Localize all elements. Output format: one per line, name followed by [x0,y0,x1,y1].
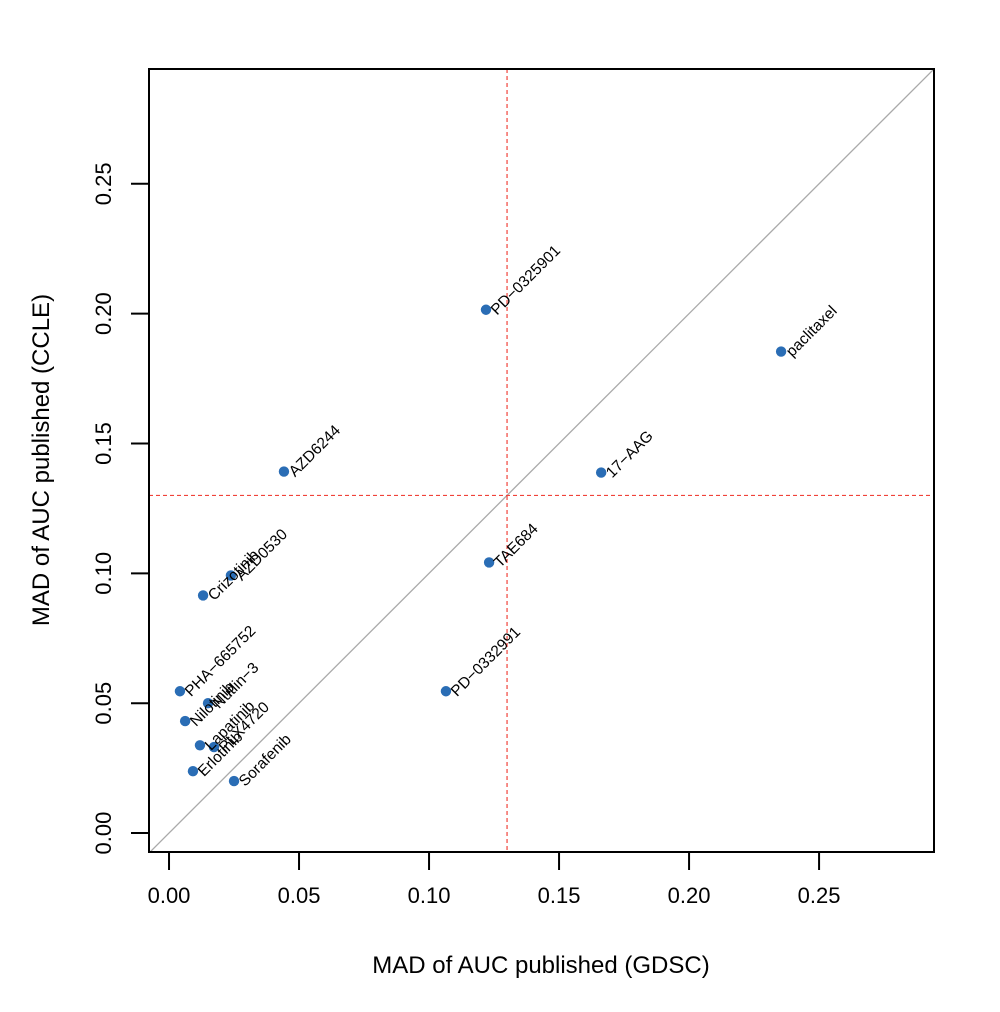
data-point [179,715,191,727]
y-axis-title: MAD of AUC published (CCLE) [28,294,55,626]
x-tick-label: 0.20 [668,883,711,908]
data-points [174,304,787,787]
point-label: Crizotinib [205,547,263,605]
data-point [595,467,607,478]
x-tick-label: 0.15 [538,883,581,908]
x-tick-label: 0.05 [278,883,321,908]
y-tick-label: 0.05 [91,682,116,725]
y-tick-label: 0.20 [91,292,116,335]
data-point [278,466,290,477]
point-label: 17−AAG [603,428,657,482]
x-axis-title: MAD of AUC published (GDSC) [372,952,709,979]
data-point [197,590,209,601]
point-label: PD−0325901 [488,242,564,318]
y-axis: 0.00 0.05 0.10 0.15 0.20 0.25 [91,162,149,854]
data-point [187,766,199,777]
data-point [174,686,186,697]
y-tick-label: 0.00 [91,812,116,855]
plot-frame [148,68,935,853]
data-point [202,697,214,709]
x-tick-label: 0.10 [408,883,451,908]
point-label: paclitaxel [783,303,841,361]
identity-line [149,69,934,852]
data-point [228,775,240,787]
y-tick-label: 0.25 [91,162,116,205]
point-label: AZD6244 [286,422,345,481]
data-point [225,570,237,581]
x-axis: 0.00 0.05 0.10 0.15 0.20 0.25 [148,852,841,908]
x-tick-label: 0.25 [798,883,841,908]
data-point [480,304,492,315]
data-point [483,557,495,568]
reference-lines [149,69,934,852]
point-label: TAE684 [491,520,542,571]
data-point [775,346,787,357]
data-point [440,686,452,697]
y-tick-label: 0.15 [91,422,116,465]
point-label: PD−0332991 [448,624,524,700]
x-tick-label: 0.00 [148,883,191,908]
data-point [194,740,206,751]
data-point [208,741,220,753]
y-tick-label: 0.10 [91,552,116,595]
